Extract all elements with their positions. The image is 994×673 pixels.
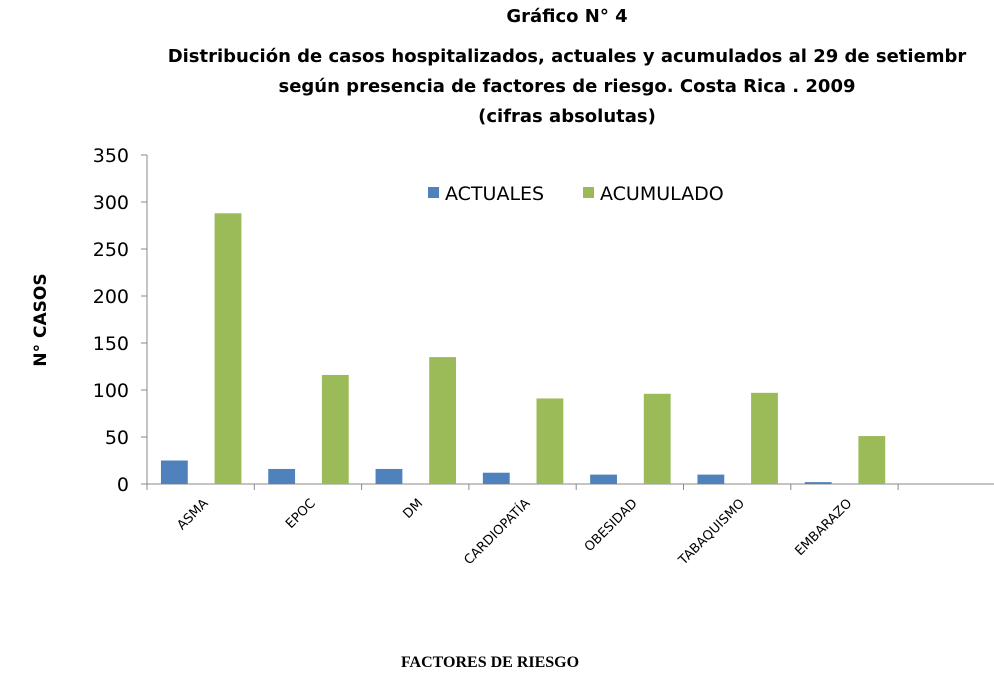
bar bbox=[643, 393, 671, 484]
y-tick-label: 100 bbox=[93, 380, 129, 402]
y-tick-label: 200 bbox=[93, 286, 129, 308]
x-tick-label: EPOC bbox=[283, 496, 319, 532]
bar bbox=[804, 482, 832, 484]
bar bbox=[751, 392, 778, 484]
bar bbox=[536, 398, 564, 484]
legend-swatch bbox=[428, 187, 439, 198]
chart-subtitle: (cifras absolutas) bbox=[478, 106, 656, 127]
bar bbox=[429, 357, 457, 484]
bar bbox=[160, 460, 188, 484]
chart-subtitle: según presencia de factores de riesgo. C… bbox=[278, 76, 855, 97]
y-tick-label: 50 bbox=[105, 427, 129, 449]
chart-subtitle: Distribución de casos hospitalizados, ac… bbox=[168, 46, 967, 67]
x-tick-label: ASMA bbox=[175, 496, 212, 533]
y-tick-label: 150 bbox=[93, 333, 129, 355]
bar bbox=[214, 213, 242, 484]
y-axis-label: N° CASOS bbox=[31, 273, 51, 366]
chart-title: Gráfico N° 4 bbox=[506, 6, 627, 27]
y-tick-label: 300 bbox=[93, 192, 129, 214]
legend-label: ACUMULADO bbox=[600, 183, 724, 205]
y-tick-label: 250 bbox=[93, 239, 129, 261]
legend-swatch bbox=[583, 187, 594, 198]
bar bbox=[375, 468, 403, 484]
bar bbox=[697, 474, 725, 484]
bar bbox=[321, 374, 349, 484]
x-axis-label: FACTORES DE RIESGO bbox=[401, 654, 579, 671]
bar bbox=[858, 436, 886, 484]
y-tick-label: 0 bbox=[117, 474, 129, 496]
y-tick-label: 350 bbox=[93, 145, 129, 167]
bar bbox=[268, 468, 296, 484]
bar bbox=[590, 474, 617, 484]
x-tick-label: OBESIDAD bbox=[582, 496, 641, 555]
legend-label: ACTUALES bbox=[445, 183, 544, 205]
bar bbox=[482, 472, 510, 484]
x-tick-label: DM bbox=[400, 496, 426, 522]
x-tick-label: CARDIOPATÍA bbox=[461, 495, 534, 568]
x-tick-label: EMBARAZO bbox=[793, 496, 856, 559]
x-tick-label: TABAQUISMO bbox=[675, 496, 748, 569]
